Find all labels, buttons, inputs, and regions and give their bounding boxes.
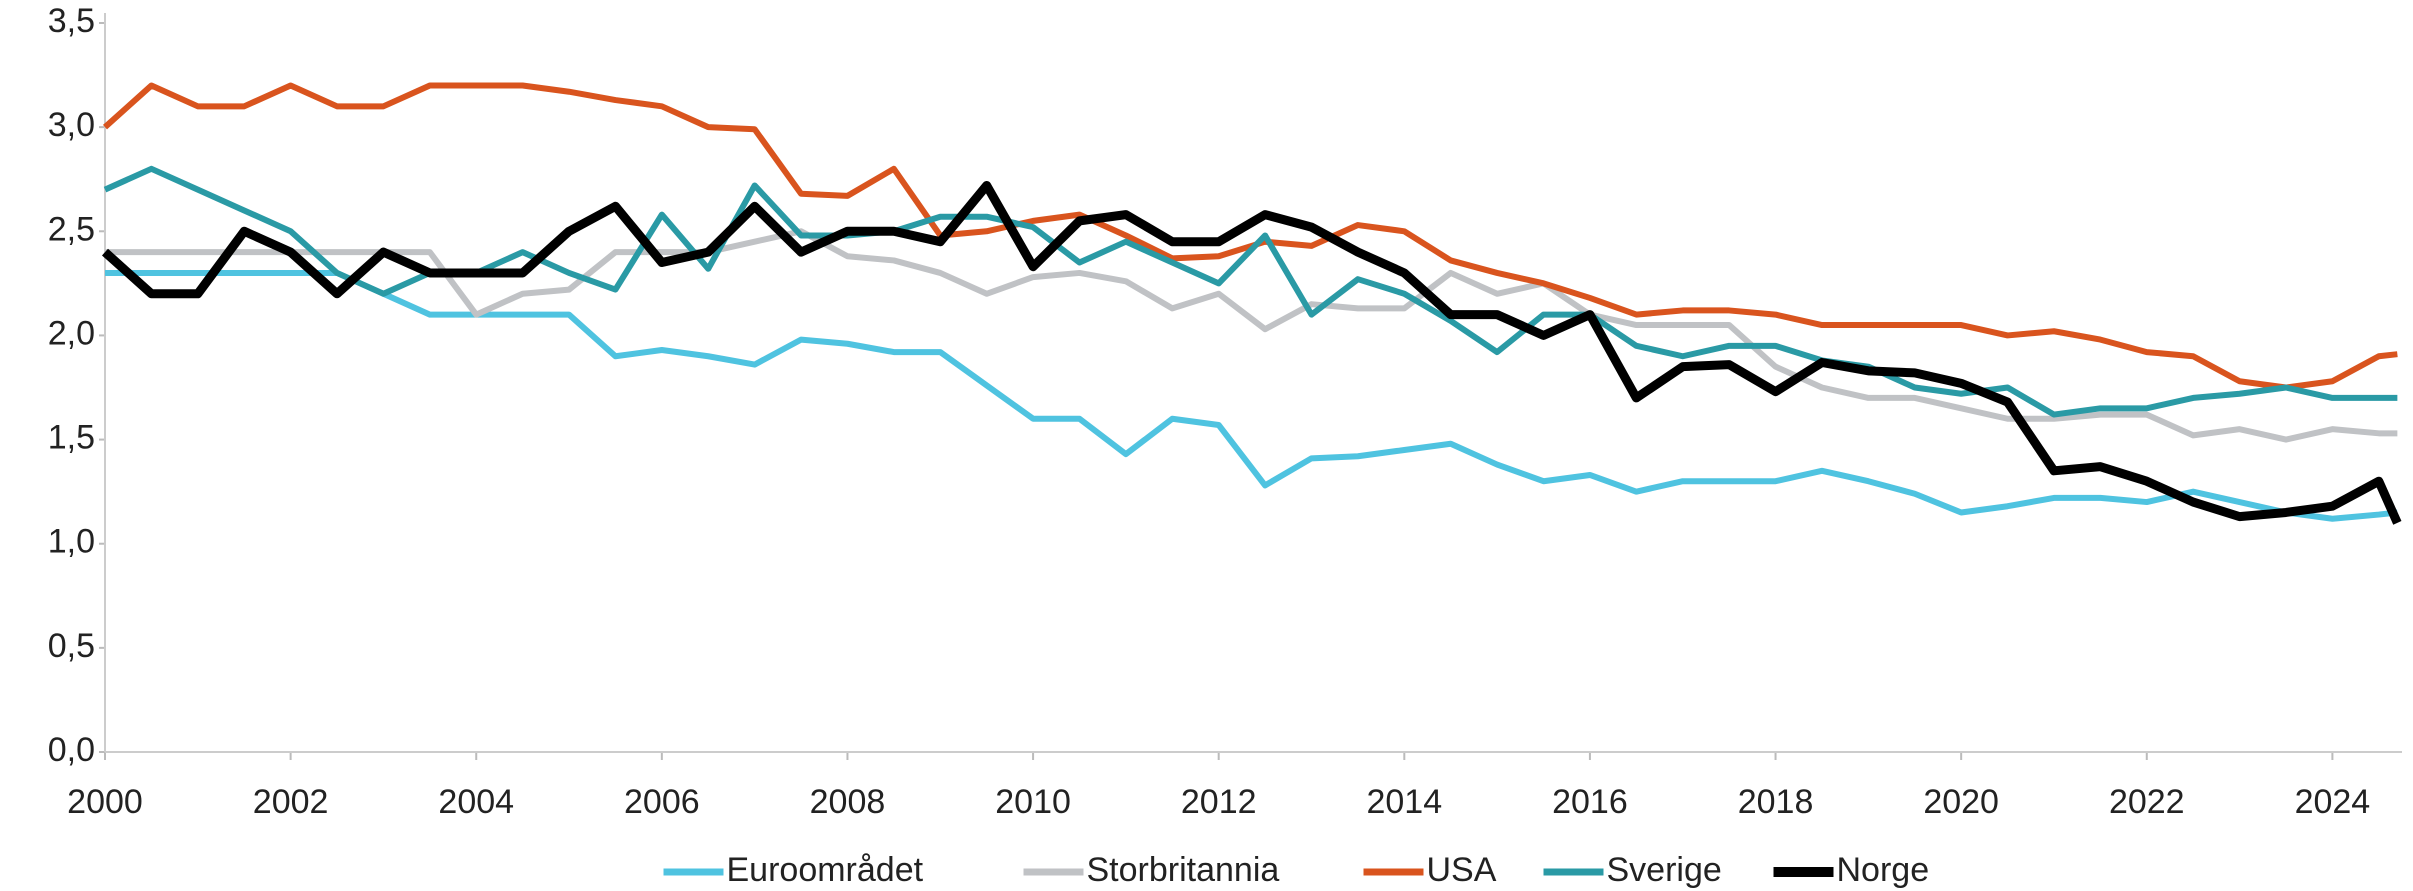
legend-label: USA [1427,851,1497,889]
y-tick-label: 0,5 [48,627,95,665]
legend-label: Sverige [1607,851,1722,889]
y-tick-label: 0,0 [48,731,95,769]
line [103,165,2398,418]
x-tick-label: 2002 [253,783,329,821]
y-tick-label: 3,0 [48,106,95,144]
x-tick-label: 2000 [67,783,143,821]
x-tick-label: 2004 [438,783,514,821]
x-tick-label: 2014 [1366,783,1442,821]
y-tick-label: 2,0 [48,314,95,352]
line [105,228,2398,443]
x-tick-label: 2006 [624,783,700,821]
legend-label: Norge [1837,851,1930,889]
legend-label: Euroområdet [727,851,924,889]
x-tick-label: 2024 [2295,783,2371,821]
line [101,180,2402,525]
y-tick-label: 3,5 [48,2,95,40]
x-tick-label: 2008 [810,783,886,821]
x-tick-label: 2018 [1738,783,1814,821]
x-tick-label: 2022 [2109,783,2185,821]
x-tick-label: 2010 [995,783,1071,821]
x-tick-label: 2016 [1552,783,1628,821]
y-tick-label: 2,5 [48,210,95,248]
line [102,82,2398,391]
y-tick-label: 1,5 [48,419,95,457]
y-tick-label: 1,0 [48,523,95,561]
line [105,269,2398,522]
x-tick-label: 2012 [1181,783,1257,821]
x-tick-label: 2020 [1923,783,1999,821]
legend-label: Storbritannia [1087,851,1280,889]
